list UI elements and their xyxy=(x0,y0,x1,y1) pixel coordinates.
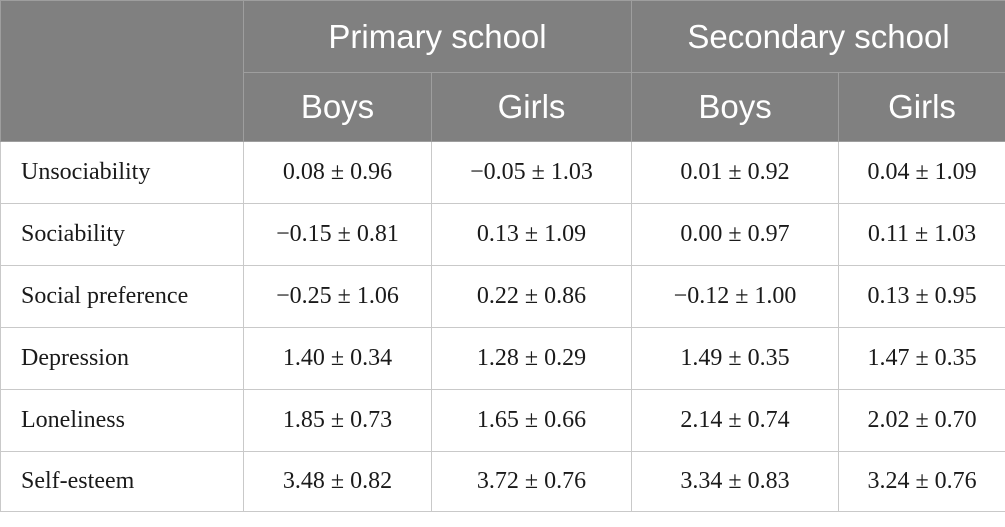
table-row: Loneliness 1.85 ± 0.73 1.65 ± 0.66 2.14 … xyxy=(0,389,1005,452)
subheader-row: Boys Girls Boys Girls xyxy=(1,72,1005,142)
table-cell: −0.05 ± 1.03 xyxy=(430,141,633,204)
table-cell: 0.00 ± 0.97 xyxy=(631,203,840,266)
table-cell: 1.85 ± 0.73 xyxy=(243,389,432,452)
table-cell: 0.08 ± 0.96 xyxy=(243,141,432,204)
table-cell: 3.34 ± 0.83 xyxy=(631,451,840,512)
data-table: Primary school Secondary school Boys Gir… xyxy=(0,0,1005,512)
row-label: Loneliness xyxy=(0,389,244,452)
header-primary-boys: Boys xyxy=(243,72,432,142)
table-cell: 1.47 ± 0.35 xyxy=(838,327,1005,390)
header-secondary-girls: Girls xyxy=(838,72,1005,142)
table-cell: −0.25 ± 1.06 xyxy=(243,265,432,328)
table-cell: 1.49 ± 0.35 xyxy=(631,327,840,390)
table-cell: 3.48 ± 0.82 xyxy=(243,451,432,512)
table-cell: 0.11 ± 1.03 xyxy=(838,203,1005,266)
header-primary-school: Primary school xyxy=(242,0,633,73)
corner-header xyxy=(0,0,244,142)
header-secondary-boys: Boys xyxy=(631,72,840,142)
table-cell: 0.13 ± 0.95 xyxy=(838,265,1005,328)
row-label: Social preference xyxy=(0,265,244,328)
table-cell: 3.24 ± 0.76 xyxy=(838,451,1005,512)
row-label: Self-esteem xyxy=(0,451,244,512)
table-cell: 0.13 ± 1.09 xyxy=(430,203,633,266)
row-label: Unsociability xyxy=(0,141,244,204)
group-header-row: Primary school Secondary school xyxy=(0,0,1005,142)
row-label: Depression xyxy=(0,327,244,390)
header-secondary-school: Secondary school xyxy=(631,0,1005,73)
table-row: Self-esteem 3.48 ± 0.82 3.72 ± 0.76 3.34… xyxy=(0,451,1005,512)
table-cell: 0.22 ± 0.86 xyxy=(430,265,633,328)
row-label: Sociability xyxy=(0,203,244,266)
table-row: Depression 1.40 ± 0.34 1.28 ± 0.29 1.49 … xyxy=(0,327,1005,390)
table-cell: −0.12 ± 1.00 xyxy=(631,265,840,328)
table-cell: −0.15 ± 0.81 xyxy=(243,203,432,266)
table-row: Social preference −0.25 ± 1.06 0.22 ± 0.… xyxy=(0,265,1005,328)
table-cell: 0.04 ± 1.09 xyxy=(838,141,1005,204)
header-primary-girls: Girls xyxy=(430,72,633,142)
table-cell: 1.28 ± 0.29 xyxy=(430,327,633,390)
table-cell: 1.65 ± 0.66 xyxy=(430,389,633,452)
table-cell: 1.40 ± 0.34 xyxy=(243,327,432,390)
table-row: Unsociability 0.08 ± 0.96 −0.05 ± 1.03 0… xyxy=(0,141,1005,204)
table-row: Sociability −0.15 ± 0.81 0.13 ± 1.09 0.0… xyxy=(0,203,1005,266)
table-cell: 2.02 ± 0.70 xyxy=(838,389,1005,452)
table-cell: 0.01 ± 0.92 xyxy=(631,141,840,204)
table-cell: 2.14 ± 0.74 xyxy=(631,389,840,452)
table-cell: 3.72 ± 0.76 xyxy=(430,451,633,512)
